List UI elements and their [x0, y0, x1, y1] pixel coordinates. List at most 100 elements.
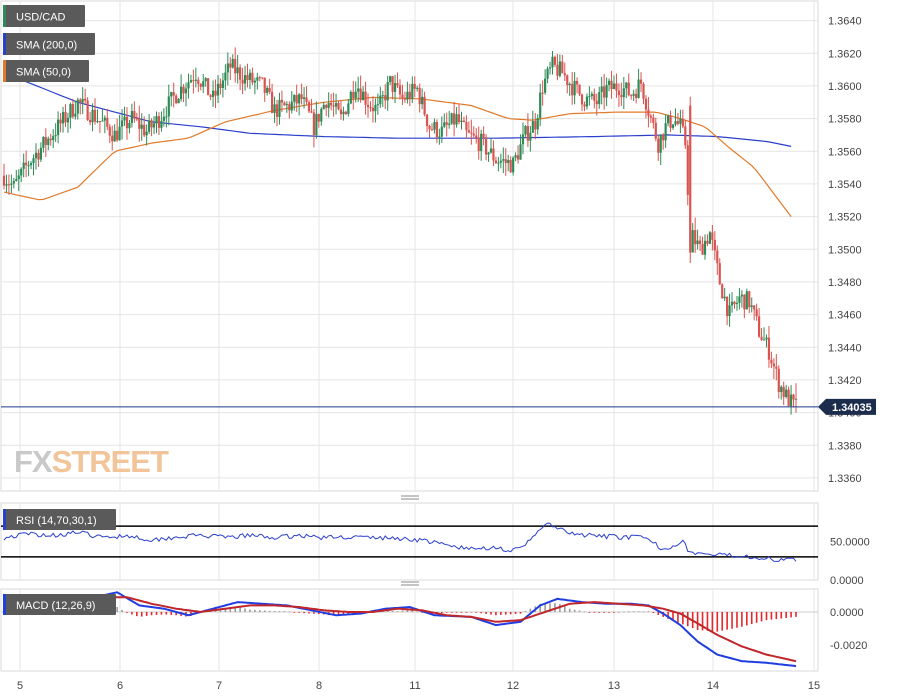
macd-hist-bar [229, 608, 232, 612]
candle [698, 235, 702, 252]
candle [310, 98, 313, 114]
price-tick-label: 1.3640 [828, 16, 862, 28]
candle [290, 91, 293, 114]
macd-hist-bar [529, 608, 532, 612]
candle [743, 294, 746, 319]
candle [765, 334, 768, 348]
candle [332, 92, 335, 117]
candle [406, 81, 409, 104]
legend-rsi[interactable]: RSI (14,70,30,1) [3, 509, 116, 530]
candle [647, 96, 650, 128]
candle [573, 72, 576, 105]
macd-hist-bar [337, 611, 340, 616]
candle [467, 121, 470, 134]
macd-hist-bar [667, 611, 669, 619]
macd-hist-bar [696, 611, 699, 630]
candle [224, 64, 227, 90]
macd-hist-bar [224, 608, 227, 612]
candle [81, 87, 84, 115]
candle [76, 97, 79, 120]
macd-hist-bar [760, 611, 763, 622]
macd-hist-bar [352, 611, 355, 615]
macd-hist-bar [495, 611, 497, 616]
macd-tick-label: 0.0000 [830, 607, 864, 619]
panel-resize-handle[interactable] [401, 495, 419, 500]
candle [443, 113, 446, 129]
candle [588, 86, 591, 106]
candle [726, 296, 729, 326]
macd-hist-bar [701, 611, 704, 631]
candle [652, 113, 655, 129]
candle [789, 385, 793, 415]
candle [337, 100, 340, 111]
candle [91, 103, 94, 132]
macd-hist-bar [613, 611, 615, 613]
macd-hist-bar [598, 611, 601, 613]
candle [133, 101, 136, 123]
candle [418, 83, 421, 113]
legend-sma200[interactable]: SMA (200,0) [3, 33, 95, 55]
candle [285, 101, 288, 113]
macd-hist-bar [116, 607, 118, 612]
legend-sma50[interactable]: SMA (50,0) [3, 60, 89, 82]
candle [246, 63, 249, 88]
candle [521, 122, 525, 155]
candle [266, 85, 269, 96]
candle [197, 76, 200, 92]
candle [770, 351, 773, 369]
candle [157, 112, 161, 135]
candle [302, 87, 306, 109]
candle [29, 161, 33, 170]
candle [494, 156, 498, 164]
candle [580, 93, 584, 112]
candle [445, 112, 448, 137]
price-tick-label: 1.3560 [828, 146, 862, 158]
candle [767, 325, 771, 368]
price-tick-label: 1.3440 [828, 342, 862, 354]
candle [130, 103, 134, 128]
candle [694, 217, 697, 253]
macd-hist-bar [736, 611, 738, 628]
candle [165, 106, 168, 128]
macd-hist-bar [308, 611, 310, 614]
macd-hist-bar [313, 611, 315, 614]
candle [536, 114, 539, 135]
price-tick-label: 1.3580 [828, 114, 862, 126]
candle [386, 75, 389, 111]
candle [706, 234, 709, 247]
legend-pair[interactable]: USD/CAD [3, 5, 85, 27]
candle [25, 150, 28, 178]
candle [381, 90, 384, 107]
candle [20, 167, 23, 183]
candle [243, 65, 247, 91]
macd-hist-bar [588, 611, 591, 613]
candle [637, 68, 640, 99]
candle [236, 54, 239, 84]
candle [211, 80, 215, 107]
panel-resize-handle[interactable] [401, 581, 419, 586]
candle [79, 97, 82, 115]
candle [298, 92, 301, 116]
candle [630, 94, 633, 100]
price-tick-label: 1.3520 [828, 212, 862, 224]
candle [499, 153, 502, 169]
candle [551, 50, 554, 75]
candle [728, 293, 731, 327]
candle [128, 119, 131, 134]
candle [364, 81, 367, 115]
candle [654, 117, 657, 142]
macd-tick-label: -0.0020 [830, 640, 867, 652]
candle [425, 114, 429, 133]
candle [17, 169, 20, 192]
candle [713, 231, 716, 261]
macd-hist-bar [632, 611, 635, 613]
macd-hist-bar [475, 611, 478, 613]
candle [590, 91, 593, 100]
time-axis: 5 6 7 8 11 12 13 14 15 [17, 680, 820, 692]
candle [214, 79, 217, 109]
candle [199, 82, 202, 91]
macd-hist-bar [726, 611, 728, 630]
legend-macd[interactable]: MACD (12,26,9) [3, 594, 116, 615]
macd-hist-bar [686, 611, 689, 627]
macd-hist-bar [746, 611, 748, 626]
